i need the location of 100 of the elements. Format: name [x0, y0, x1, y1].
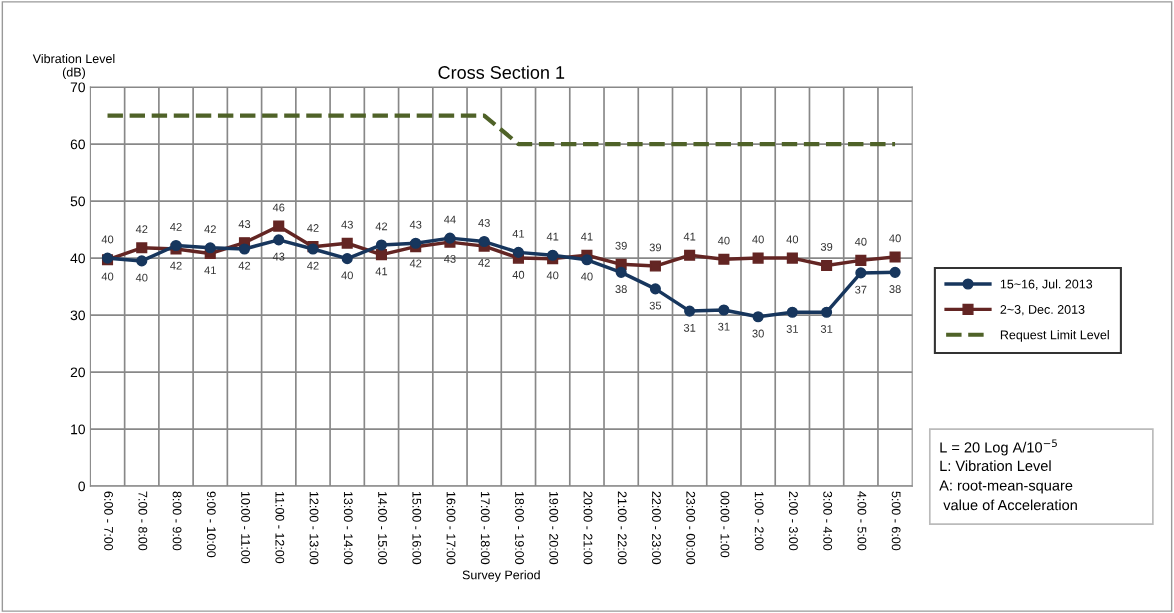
legend-label: Request Limit Level [1000, 330, 1109, 342]
data-label: 44 [444, 215, 456, 224]
x-tick-label: 20:00 - 21:00 [583, 491, 593, 565]
data-label: 40 [101, 235, 114, 244]
data-label: 43 [238, 220, 251, 228]
data-label: 40 [512, 270, 525, 279]
x-tick-label: 5:00 - 6:00 [891, 491, 901, 551]
data-label: 42 [170, 261, 182, 270]
data-label: 42 [478, 258, 490, 267]
x-tick-label: 15:00 - 16:00 [412, 491, 422, 565]
point [204, 242, 216, 254]
x-tick-label: 3:00 - 4:00 [823, 491, 833, 551]
data-label: 40 [101, 272, 114, 281]
data-label: 31 [786, 325, 798, 333]
data-label: 40 [889, 234, 901, 243]
data-label: 40 [135, 273, 148, 282]
chart-title: Cross Section 1 [438, 65, 565, 79]
text: L: Vibration Level [940, 460, 1051, 472]
data-label: 35 [649, 301, 662, 310]
point [410, 237, 422, 249]
data-label: 42 [135, 225, 148, 234]
data-label: 40 [786, 235, 799, 244]
point [752, 311, 764, 323]
data-label: 41 [375, 267, 388, 276]
data-label: 43 [409, 220, 422, 229]
data-label: 41 [683, 232, 696, 241]
x-tick-label: 8:00 - 9:00 [172, 491, 182, 551]
data-label: 39 [649, 243, 662, 252]
x-tick-label: 21:00 - 22:00 [617, 491, 627, 565]
point [136, 242, 148, 254]
data-label: 40 [546, 271, 559, 280]
x-tick-label: 19:00 - 20:00 [549, 491, 559, 565]
data-label: 42 [307, 224, 319, 232]
point [855, 254, 867, 266]
data-label: 42 [409, 259, 422, 268]
point [375, 249, 388, 261]
data-label: 42 [375, 222, 388, 231]
data-label: 31 [718, 322, 730, 331]
y-tick-label: 70 [70, 82, 85, 93]
data-label: 31 [820, 325, 833, 333]
data-label: 40 [752, 235, 764, 244]
point [684, 249, 696, 261]
data-label: 43 [478, 218, 490, 227]
data-label: 41 [512, 229, 525, 238]
y-tick-label: 50 [70, 196, 85, 207]
data-label: 38 [889, 285, 901, 293]
data-label: 43 [341, 220, 353, 229]
y-tick-label: 40 [70, 253, 85, 264]
x-tick-label: 1:00 - 2:00 [754, 491, 764, 551]
point [649, 260, 661, 272]
point [649, 283, 661, 295]
point [341, 237, 353, 249]
point [786, 252, 798, 264]
data-label: 42 [238, 261, 251, 270]
y-axis-title: Vibration Level (dB) [32, 53, 115, 80]
point [170, 239, 182, 252]
x-tick-label: 16:00 - 17:00 [446, 491, 456, 565]
point [581, 254, 593, 266]
data-label: 41 [204, 266, 216, 275]
point [238, 243, 251, 255]
point [718, 253, 730, 265]
x-axis-title: Survey Period [462, 570, 540, 582]
point [273, 234, 285, 246]
y-tick-label: 30 [70, 310, 85, 321]
text: L = 20 Log A/10$^{−5}$ [940, 439, 1057, 456]
x-tick-label: 9:00 - 10:00 [206, 491, 216, 558]
point [786, 306, 798, 318]
data-label: 38 [615, 285, 627, 293]
point [512, 246, 524, 258]
data-label: 39 [820, 242, 833, 251]
x-tick-label: 18:00 - 19:00 [515, 491, 524, 565]
x-tick-label: 23:00 - 00:00 [686, 491, 696, 565]
data-label: 43 [444, 254, 456, 263]
x-tick-label: 22:00 - 23:00 [652, 491, 661, 565]
point [855, 267, 867, 279]
point [718, 304, 730, 316]
data-label: 40 [854, 237, 867, 246]
legend-label: 2~3, Dec. 2013 [1000, 305, 1085, 316]
data-label: 42 [204, 225, 216, 234]
data-label: 41 [546, 232, 559, 241]
point [136, 255, 148, 267]
legend-label: 15~16, Jul. 2013 [1000, 279, 1093, 290]
text: A: root-mean-square [939, 480, 1073, 494]
x-tick-label: 7:00 - 8:00 [138, 491, 148, 551]
point [821, 306, 833, 318]
data-label: 39 [615, 241, 627, 250]
data-label: 42 [170, 222, 182, 231]
point [821, 259, 833, 272]
point [684, 305, 696, 317]
data-label: 30 [752, 329, 764, 338]
x-tick-label: 00:00 - 1:00 [720, 491, 730, 558]
data-label: 40 [341, 271, 353, 280]
point [752, 252, 764, 264]
point [478, 235, 490, 248]
data-label: 46 [272, 203, 285, 212]
x-tick-label: 6:00 - 7:00 [104, 491, 114, 551]
text: value of Acceleration [943, 499, 1077, 511]
data-label: 31 [683, 323, 696, 332]
x-tick-label: 10:00 - 11:00 [241, 491, 250, 564]
x-tick-label: 13:00 - 14:00 [343, 491, 353, 565]
